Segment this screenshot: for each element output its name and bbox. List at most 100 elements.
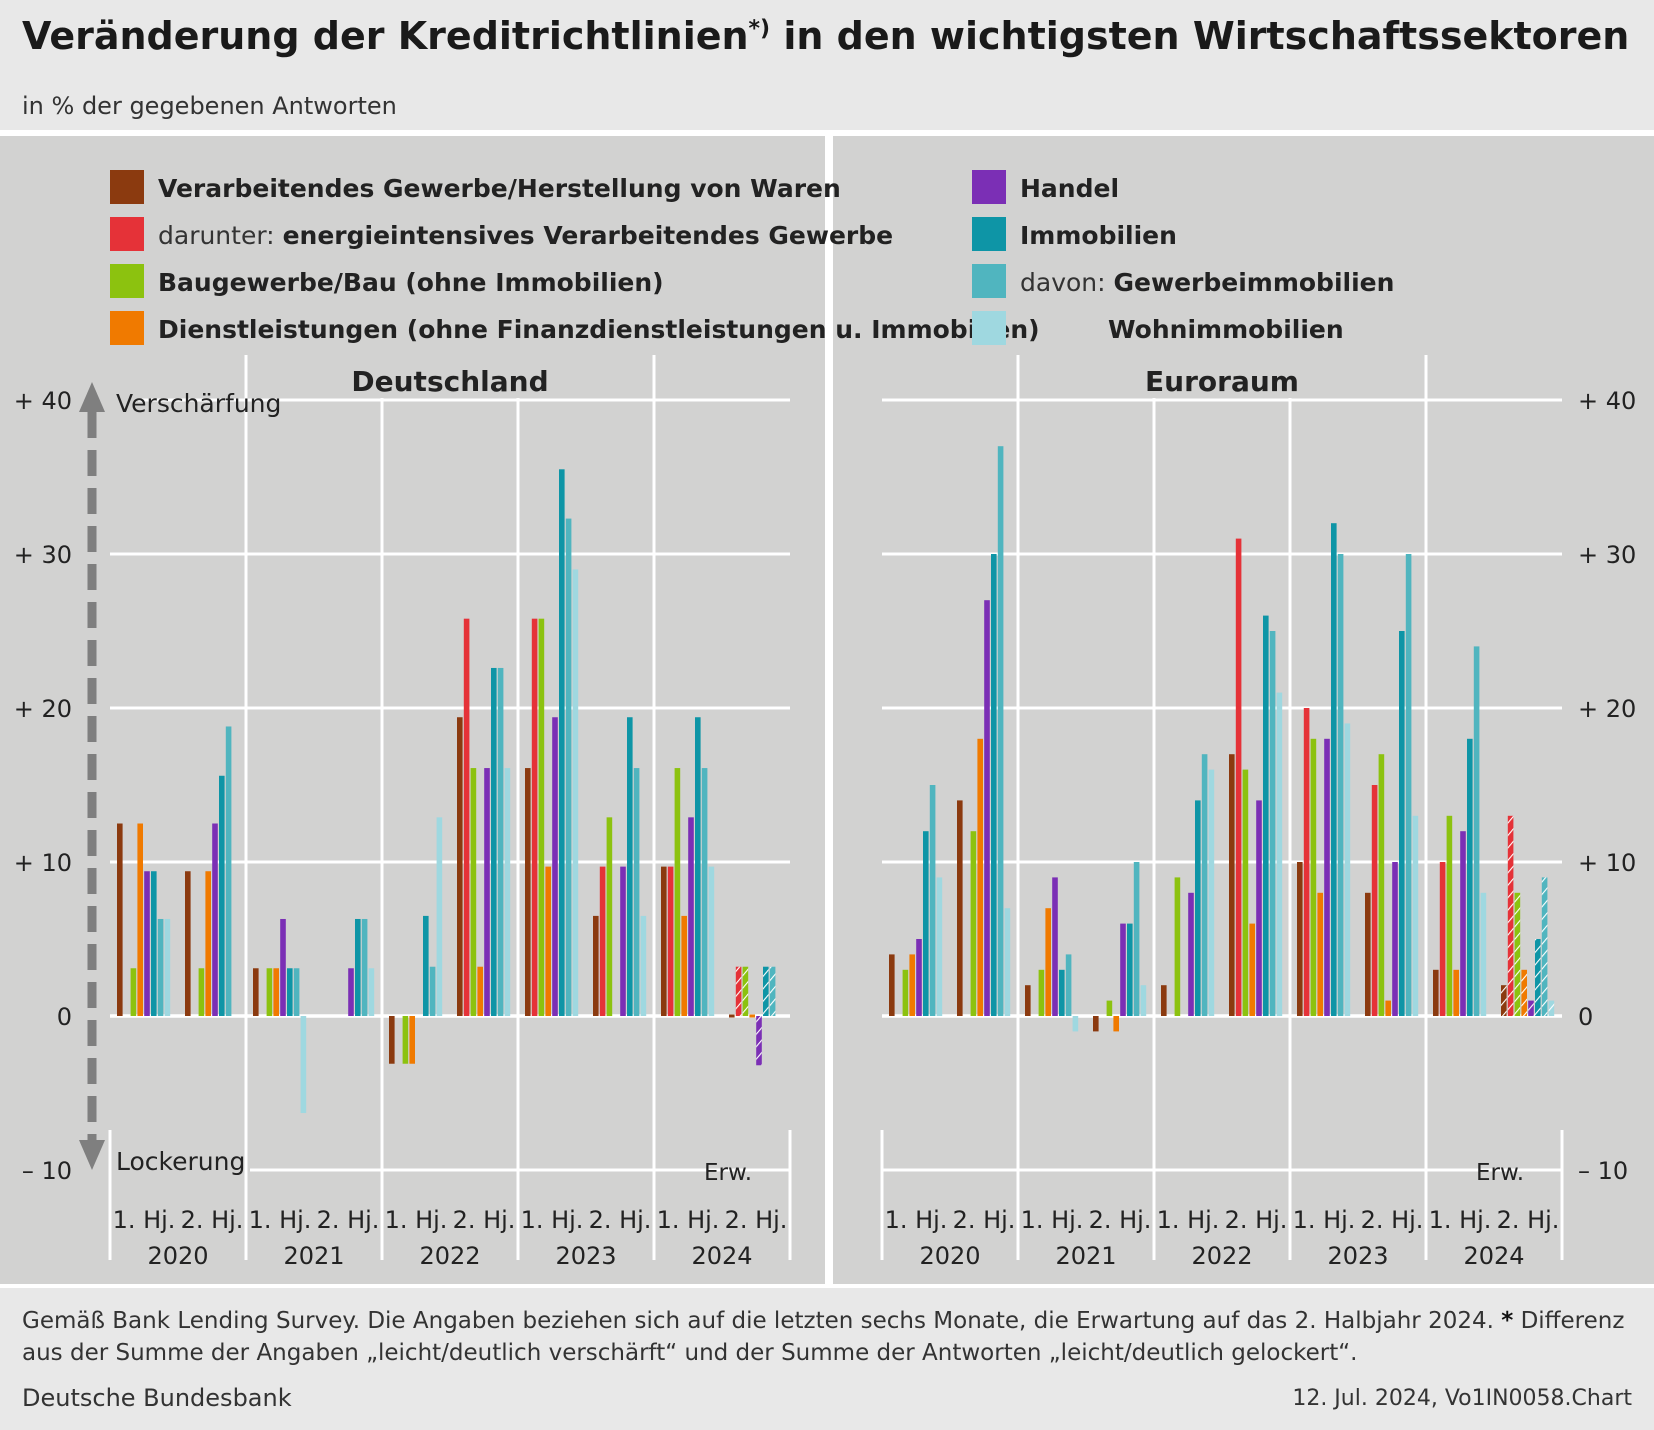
bar <box>1446 815 1453 1016</box>
legend-label: Verarbeitendes Gewerbe/Herstellung von W… <box>158 174 841 203</box>
bar <box>423 915 429 1016</box>
bar <box>1460 831 1466 1016</box>
bar <box>667 866 674 1016</box>
bar <box>708 866 715 1016</box>
bar-hatch <box>1507 815 1514 1016</box>
bar <box>531 618 538 1016</box>
category-label: 2. Hj. <box>725 1206 788 1234</box>
y-tick-right: – 10 <box>1578 1157 1628 1185</box>
y-tick-right: + 10 <box>1578 849 1636 877</box>
bar <box>1140 985 1147 1016</box>
category-label: 1. Hj. <box>1429 1206 1492 1234</box>
bar <box>633 768 640 1016</box>
bar <box>497 667 504 1016</box>
bar <box>280 918 286 1016</box>
bar <box>977 738 983 1016</box>
bar <box>1480 892 1487 1016</box>
y-tick-left: + 10 <box>14 849 72 877</box>
bar <box>198 968 205 1016</box>
bar <box>970 831 977 1016</box>
legend-swatch <box>110 311 144 345</box>
category-label: 2. Hj. <box>317 1206 380 1234</box>
bar <box>593 915 599 1016</box>
bar <box>504 768 511 1016</box>
bar-hatch <box>742 966 749 1016</box>
bar-hatch <box>1521 969 1527 1016</box>
bar <box>1052 877 1058 1016</box>
bar <box>1120 923 1126 1016</box>
year-label: 2022 <box>1191 1242 1252 1270</box>
bar <box>144 871 150 1016</box>
bar <box>477 966 483 1016</box>
bar <box>1385 1000 1391 1016</box>
bar <box>1072 1016 1079 1032</box>
bar <box>1201 754 1208 1016</box>
y-tick-right: + 40 <box>1578 387 1636 415</box>
bar <box>1337 554 1344 1016</box>
category-label: 1. Hj. <box>521 1206 584 1234</box>
bar <box>1317 892 1323 1016</box>
bar <box>606 817 613 1016</box>
legend-divider <box>825 158 833 338</box>
legend-label: Baugewerbe/Bau (ohne Immobilien) <box>158 268 664 297</box>
bar <box>1256 800 1262 1016</box>
year-label: 2023 <box>555 1242 616 1270</box>
bar <box>1188 892 1194 1016</box>
bar <box>1310 738 1317 1016</box>
bar <box>1331 523 1337 1016</box>
legend-swatch <box>972 170 1006 204</box>
footnote-star: * <box>1501 1308 1514 1334</box>
bar <box>361 918 368 1016</box>
bar-hatch <box>1528 1000 1534 1016</box>
bar <box>538 618 545 1016</box>
bar <box>1276 692 1283 1016</box>
category-label: 1. Hj. <box>249 1206 312 1234</box>
category-label: 1. Hj. <box>113 1206 176 1234</box>
bar <box>559 469 565 1016</box>
bar <box>1038 969 1045 1016</box>
legend-label: Wohnimmobilien <box>1108 315 1344 344</box>
bar <box>681 915 687 1016</box>
bar <box>923 831 929 1016</box>
category-label: 2. Hj. <box>1361 1206 1424 1234</box>
top-divider <box>0 130 1654 136</box>
panel-title-bg <box>1127 352 1317 398</box>
bar <box>157 918 164 1016</box>
bar <box>1439 862 1446 1016</box>
bar <box>368 968 375 1016</box>
bar <box>1174 877 1181 1016</box>
bar <box>429 966 436 1016</box>
y-tick-right: + 30 <box>1578 541 1636 569</box>
bar <box>273 968 279 1016</box>
bar <box>484 768 490 1016</box>
category-label: 2. Hj. <box>181 1206 244 1234</box>
bars-layer <box>117 446 1555 1114</box>
bar <box>470 768 477 1016</box>
bar <box>1412 815 1419 1016</box>
y-tick-right: 0 <box>1578 1003 1593 1031</box>
bar <box>1365 892 1371 1016</box>
year-label: 2020 <box>919 1242 980 1270</box>
footnote-rest: Differenz aus der Summe der Angaben „lei… <box>22 1308 1625 1366</box>
bar <box>205 871 211 1016</box>
panel-title: Euroraum <box>1145 365 1299 398</box>
category-label: 1. Hj. <box>1157 1206 1220 1234</box>
bar <box>1344 723 1351 1016</box>
title-superscript: *) <box>748 16 771 42</box>
y-tick-right: + 20 <box>1578 695 1636 723</box>
bar <box>1161 985 1167 1016</box>
year-label: 2024 <box>1463 1242 1524 1270</box>
category-label: 2. Hj. <box>453 1206 516 1234</box>
bar <box>599 866 606 1016</box>
bar <box>1263 615 1269 1016</box>
chart-title: Veränderung der Kreditrichtlinien*) in d… <box>22 14 1629 58</box>
bar <box>151 871 157 1016</box>
legend-swatch <box>110 264 144 298</box>
bar <box>164 918 171 1016</box>
bar <box>1324 738 1330 1016</box>
category-label: 1. Hj. <box>657 1206 720 1234</box>
y-tick-left: + 40 <box>14 387 72 415</box>
expectation-label: Erw. <box>1476 1160 1524 1186</box>
legend-swatch <box>110 170 144 204</box>
